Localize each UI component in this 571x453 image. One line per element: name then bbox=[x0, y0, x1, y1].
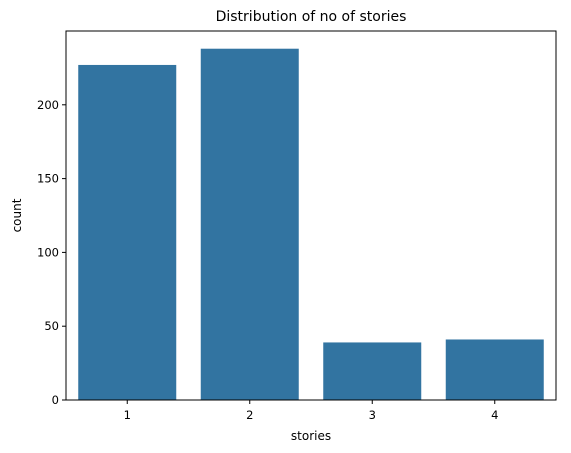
x-axis-ticks: 1 2 3 4 bbox=[124, 400, 498, 422]
bar-2 bbox=[200, 48, 299, 401]
bar-4 bbox=[445, 339, 544, 400]
y-tick-label: 100 bbox=[37, 245, 59, 259]
bar-3 bbox=[323, 342, 422, 400]
bar-1 bbox=[78, 64, 177, 400]
y-tick-label: 0 bbox=[52, 393, 59, 407]
bars-group bbox=[78, 48, 544, 401]
x-tick-label: 2 bbox=[246, 408, 253, 422]
x-tick-label: 1 bbox=[124, 408, 131, 422]
y-tick-label: 200 bbox=[37, 98, 59, 112]
y-tick-label: 50 bbox=[44, 319, 59, 333]
y-axis-label: count bbox=[10, 198, 24, 232]
x-tick-label: 4 bbox=[491, 408, 498, 422]
x-tick-label: 3 bbox=[369, 408, 376, 422]
y-axis-ticks: 0 50 100 150 200 bbox=[37, 98, 66, 407]
plot-frame bbox=[65, 30, 557, 401]
y-tick-label: 150 bbox=[37, 172, 59, 186]
chart-title: Distribution of no of stories bbox=[216, 9, 407, 25]
x-axis-label: stories bbox=[291, 429, 331, 443]
